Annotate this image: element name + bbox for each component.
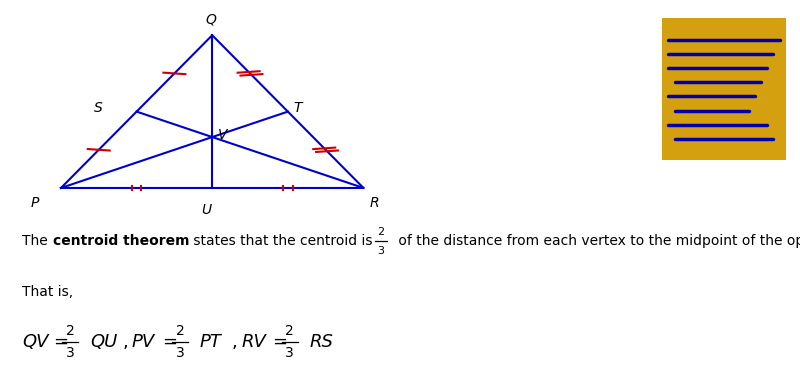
Text: RV: RV <box>242 333 266 351</box>
Text: ,: , <box>232 333 238 351</box>
Text: of the distance from each vertex to the midpoint of the opposite side.: of the distance from each vertex to the … <box>394 234 800 248</box>
Text: V: V <box>218 128 227 142</box>
Text: 2: 2 <box>286 324 294 338</box>
Text: 3: 3 <box>66 346 74 360</box>
Text: 3: 3 <box>176 346 184 360</box>
Text: T: T <box>294 101 302 115</box>
Text: =: = <box>162 333 178 351</box>
Text: 2: 2 <box>378 227 385 237</box>
Text: The: The <box>22 234 53 248</box>
Text: 3: 3 <box>378 246 385 256</box>
Text: 2: 2 <box>66 324 74 338</box>
Text: QU: QU <box>90 333 118 351</box>
Text: centroid theorem: centroid theorem <box>53 234 189 248</box>
Text: PV: PV <box>132 333 155 351</box>
Text: R: R <box>370 196 379 210</box>
Text: RS: RS <box>310 333 334 351</box>
Text: =: = <box>53 333 68 351</box>
Text: PT: PT <box>200 333 222 351</box>
Text: P: P <box>30 196 38 210</box>
Text: Q: Q <box>206 12 216 26</box>
Text: 3: 3 <box>286 346 294 360</box>
Text: QV: QV <box>22 333 49 351</box>
Text: 2: 2 <box>176 324 184 338</box>
Text: U: U <box>201 203 211 217</box>
Text: That is,: That is, <box>22 285 74 299</box>
Text: ,: , <box>122 333 128 351</box>
Text: S: S <box>94 101 102 115</box>
Text: =: = <box>272 333 287 351</box>
Text: states that the centroid is: states that the centroid is <box>189 234 377 248</box>
